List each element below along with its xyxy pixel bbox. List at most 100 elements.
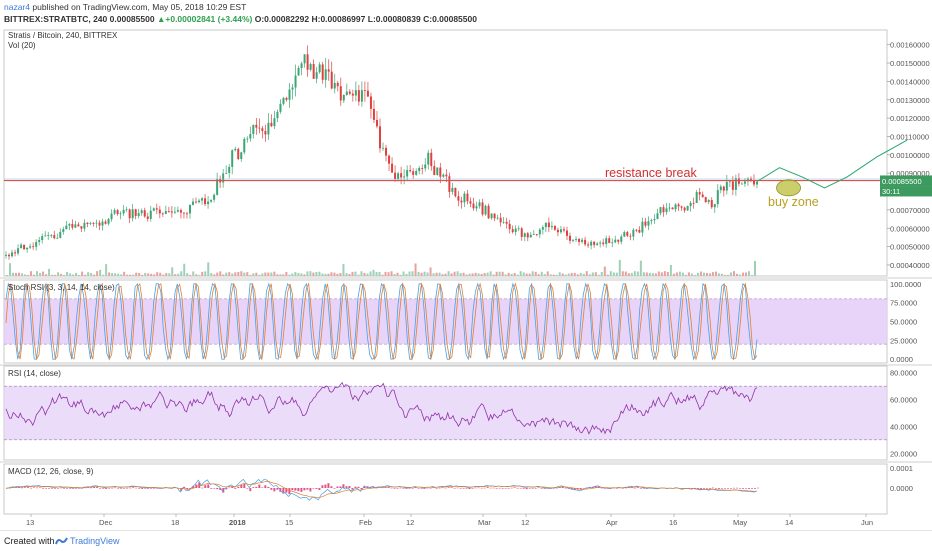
volume-bar bbox=[306, 271, 309, 276]
candle-body bbox=[575, 238, 578, 240]
macd-histogram-bar bbox=[207, 484, 210, 488]
candle-body bbox=[620, 236, 623, 242]
volume-bar bbox=[459, 273, 462, 276]
macd-histogram-bar bbox=[519, 487, 522, 489]
volume-bar bbox=[657, 271, 660, 276]
macd-histogram-bar bbox=[504, 487, 507, 489]
candle-body bbox=[508, 223, 511, 230]
chart-canvas[interactable]: 0.00160000 0.00150000 0.00140000 0.00130000… bbox=[0, 26, 932, 530]
macd-histogram-bar bbox=[732, 487, 735, 489]
candle-body bbox=[647, 221, 650, 226]
volume-bar bbox=[285, 271, 288, 276]
volume-bar bbox=[573, 272, 576, 276]
volume-bar bbox=[582, 273, 585, 276]
candle-body bbox=[535, 234, 538, 235]
macd-histogram-bar bbox=[558, 487, 561, 488]
volume-bar bbox=[696, 272, 699, 276]
volume-bar bbox=[456, 271, 459, 276]
candle-body bbox=[351, 93, 354, 96]
volume-bars bbox=[6, 259, 756, 276]
volume-bar bbox=[474, 272, 477, 276]
tradingview-brand-link[interactable]: TradingView bbox=[70, 536, 120, 546]
candle-body bbox=[517, 228, 520, 230]
macd-histogram-bar bbox=[153, 488, 156, 489]
x-axis-label: Feb bbox=[359, 518, 372, 527]
candle-body bbox=[11, 252, 14, 257]
volume-bar bbox=[228, 272, 231, 276]
macd-histogram-bar bbox=[342, 484, 345, 488]
stoch-axis-label: 75.0000 bbox=[890, 299, 917, 308]
volume-bar bbox=[486, 272, 489, 276]
macd-histogram-bar bbox=[138, 488, 141, 489]
volume-bar bbox=[15, 272, 18, 276]
candle-body bbox=[641, 221, 644, 233]
candle-body bbox=[493, 213, 496, 219]
volume-bar bbox=[588, 274, 591, 276]
macd-histogram-bar bbox=[48, 488, 51, 489]
macd-histogram-bar bbox=[429, 487, 432, 489]
macd-histogram-bar bbox=[525, 488, 528, 490]
volume-bar bbox=[279, 274, 282, 276]
volume-bar bbox=[681, 272, 684, 276]
volume-bar bbox=[66, 271, 69, 276]
macd-histogram-bar bbox=[72, 488, 75, 489]
candle-body bbox=[369, 96, 372, 109]
candle-body bbox=[104, 221, 107, 224]
macd-histogram-bar bbox=[294, 488, 297, 491]
volume-bar bbox=[96, 271, 99, 276]
candle-body bbox=[520, 228, 523, 237]
volume-bar bbox=[315, 272, 318, 276]
macd-histogram-bar bbox=[318, 488, 321, 490]
volume-bar bbox=[168, 273, 171, 276]
macd-histogram-bar bbox=[480, 487, 483, 489]
macd-histogram-bar bbox=[258, 484, 261, 488]
ohlc-low-label: L: bbox=[367, 14, 376, 24]
macd-histogram-bar bbox=[585, 487, 588, 489]
change-arrow-icon: ▲ bbox=[156, 14, 166, 24]
candle-body bbox=[68, 224, 71, 226]
candle-body bbox=[8, 254, 11, 257]
volume-bar bbox=[30, 271, 33, 276]
volume-bar bbox=[396, 272, 399, 276]
volume-bar bbox=[342, 264, 345, 276]
macd-histogram-bar bbox=[477, 487, 480, 489]
volume-bar bbox=[552, 274, 555, 276]
macd-line bbox=[5, 478, 758, 501]
macd-histogram-bar bbox=[183, 486, 186, 488]
candle-body bbox=[391, 163, 394, 173]
volume-bar bbox=[666, 272, 669, 276]
volume-bar bbox=[564, 274, 567, 276]
volume-bar bbox=[513, 272, 516, 276]
macd-histogram-bar bbox=[498, 487, 501, 489]
candle-body bbox=[409, 170, 412, 172]
macd-histogram-bar bbox=[90, 487, 93, 489]
candles bbox=[5, 45, 758, 260]
macd-histogram-bar bbox=[198, 482, 201, 488]
candle-body bbox=[412, 171, 415, 175]
candle-body bbox=[692, 202, 695, 204]
author-link[interactable]: nazar4 bbox=[4, 2, 30, 12]
candle-body bbox=[469, 201, 472, 204]
candle-body bbox=[677, 204, 680, 207]
candle-body bbox=[728, 181, 731, 183]
candle-body bbox=[749, 178, 752, 181]
volume-bar bbox=[231, 273, 234, 276]
volume-bar bbox=[723, 274, 726, 276]
volume-bar bbox=[36, 271, 39, 276]
candle-body bbox=[158, 209, 161, 214]
candle-body bbox=[149, 210, 152, 219]
x-axis-label: May bbox=[733, 518, 747, 527]
candle-body bbox=[505, 221, 508, 224]
macd-histogram-bar bbox=[570, 488, 573, 490]
candle-body bbox=[644, 221, 647, 226]
macd-histogram-bar bbox=[696, 488, 699, 489]
candle-body bbox=[565, 230, 568, 236]
countdown-badge-label: 30:11 bbox=[882, 187, 900, 196]
price-axis-label: 0.00060000 bbox=[890, 224, 930, 233]
macd-histogram-bar bbox=[447, 487, 450, 488]
macd-histogram-bar bbox=[27, 487, 30, 488]
candle-body bbox=[707, 200, 710, 203]
macd-histogram-bar bbox=[564, 487, 567, 489]
volume-bar bbox=[57, 272, 60, 276]
volume-bar bbox=[387, 272, 390, 276]
